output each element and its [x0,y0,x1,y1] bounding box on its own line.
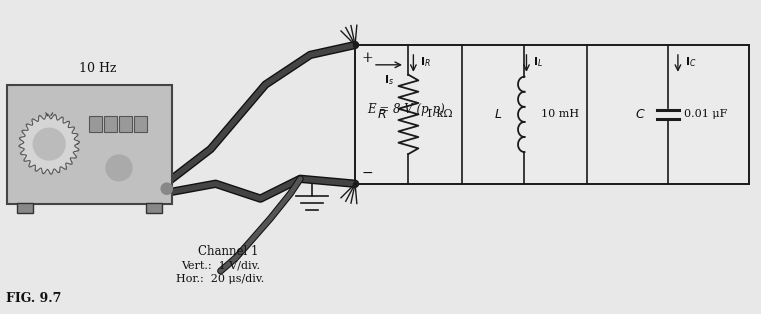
Text: $L$: $L$ [495,108,502,121]
Text: −: − [361,166,373,180]
Circle shape [33,128,65,160]
Text: FIG. 9.7: FIG. 9.7 [6,292,62,305]
Text: 1 kΩ: 1 kΩ [426,109,453,119]
Text: +: + [361,51,373,65]
Text: $C$: $C$ [635,108,646,121]
Bar [104,116,117,132]
Text: Channel 1: Channel 1 [199,245,259,258]
Bar [134,116,147,132]
Bar [119,116,132,132]
Circle shape [21,116,77,172]
Text: $R$: $R$ [377,108,387,121]
Text: $\mathbf{I}_C$: $\mathbf{I}_C$ [685,55,696,69]
Bar [8,85,172,203]
Text: 10 Hz: 10 Hz [79,62,116,75]
Text: Hor.:  20 μs/div.: Hor.: 20 μs/div. [177,274,265,284]
Text: 10 mH: 10 mH [541,109,580,119]
Text: $\mathbf{I}_L$: $\mathbf{I}_L$ [533,55,543,69]
Bar [355,45,749,184]
Text: 0.01 μF: 0.01 μF [684,109,728,119]
Text: Vert.:  1 V/div.: Vert.: 1 V/div. [181,260,260,270]
Circle shape [161,183,172,194]
Text: E = 8 V (p-p): E = 8 V (p-p) [367,103,444,116]
Bar [146,203,162,213]
Bar [18,203,33,213]
Bar [89,116,102,132]
Circle shape [106,155,132,181]
Text: $\mathbf{I}_s$: $\mathbf{I}_s$ [384,73,394,87]
Text: $\mathbf{I}_R$: $\mathbf{I}_R$ [420,55,431,69]
